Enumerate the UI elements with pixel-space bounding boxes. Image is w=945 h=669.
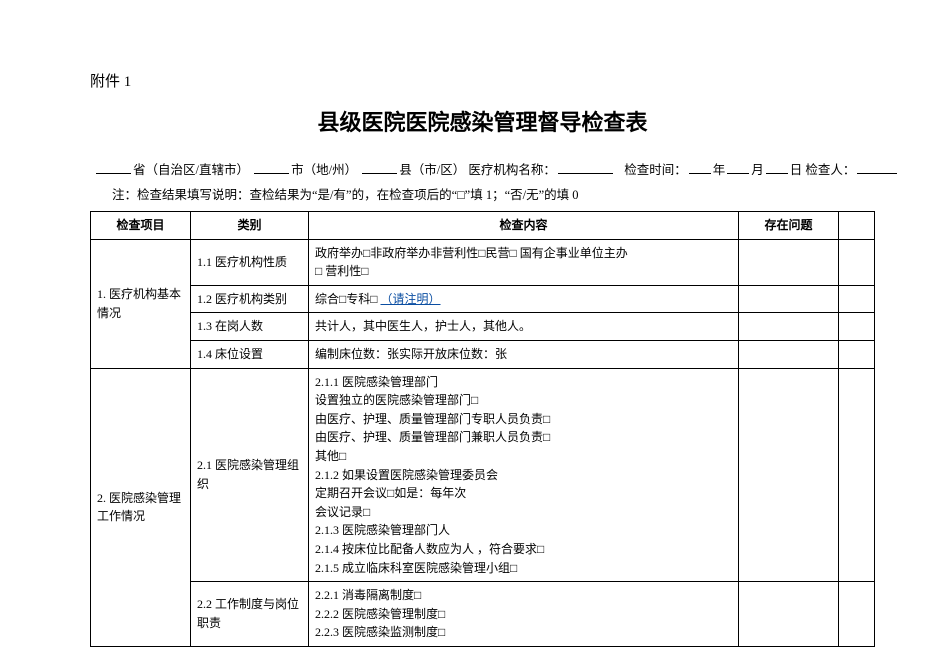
s1r1-category: 1.1 医疗机构性质: [191, 239, 309, 285]
table-row: 2.2 工作制度与岗位职责 2.2.1 消毒隔离制度□2.2.2 医院感染管理制…: [91, 582, 875, 647]
underline-checker[interactable]: [857, 160, 897, 174]
s2r1-issues[interactable]: [739, 368, 839, 582]
fill-note: 注：检查结果填写说明：查检结果为“是/有”的，在检查项后的“□”填 1；“否/无…: [112, 184, 875, 203]
header-item: 检查项目: [91, 212, 191, 240]
table-row: 1. 医疗机构基本情况 1.1 医疗机构性质 政府举办□非政府举办非营利性□民营…: [91, 239, 875, 285]
checker-label: 检查人：: [805, 163, 855, 177]
s1r2-issues[interactable]: [739, 285, 839, 313]
underline-county[interactable]: [362, 160, 397, 174]
header-content: 检查内容: [309, 212, 739, 240]
s1r4-category: 1.4 床位设置: [191, 340, 309, 368]
page-title: 县级医院医院感染管理督导检查表: [90, 105, 875, 137]
table-row: 1.4 床位设置 编制床位数：张实际开放床位数：张: [91, 340, 875, 368]
s1r3-issues[interactable]: [739, 313, 839, 341]
s2r2-category: 2.2 工作制度与岗位职责: [191, 582, 309, 647]
day-label: 日: [790, 163, 803, 177]
s2r1-content: 2.1.1 医院感染管理部门设置独立的医院感染管理部门□由医疗、护理、质量管理部…: [309, 368, 739, 582]
s1r2-text: 综合□专科□: [315, 292, 381, 306]
appendix-label: 附件 1: [90, 70, 875, 91]
s2r1-category: 2.1 医院感染管理组织: [191, 368, 309, 582]
header-issues: 存在问题: [739, 212, 839, 240]
section2-title: 2. 医院感染管理工作情况: [91, 368, 191, 646]
year-label: 年: [713, 163, 726, 177]
org-label: 医疗机构名称：: [468, 163, 556, 177]
header-blank: [839, 212, 875, 240]
s1r2-category: 1.2 医疗机构类别: [191, 285, 309, 313]
province-label: 省（自治区/直辖市）: [133, 163, 249, 177]
header-category: 类别: [191, 212, 309, 240]
s1r1-content: 政府举办□非政府举办非营利性□民营□ 国有企事业单位主办 □ 营利性□: [309, 239, 739, 285]
inspection-table: 检查项目 类别 检查内容 存在问题 1. 医疗机构基本情况 1.1 医疗机构性质…: [90, 211, 875, 647]
table-row: 1.2 医疗机构类别 综合□专科□ （请注明）: [91, 285, 875, 313]
county-label: 县（市/区）: [399, 163, 465, 177]
please-specify-link[interactable]: （请注明）: [381, 292, 441, 306]
s1r3-category: 1.3 在岗人数: [191, 313, 309, 341]
month-label: 月: [751, 163, 764, 177]
s1r4-blank[interactable]: [839, 340, 875, 368]
s1r1-issues[interactable]: [739, 239, 839, 285]
s1r1-blank[interactable]: [839, 239, 875, 285]
city-label: 市（地/州）: [291, 163, 357, 177]
s2r2-blank[interactable]: [839, 582, 875, 647]
underline-org[interactable]: [558, 160, 613, 174]
s1r2-blank[interactable]: [839, 285, 875, 313]
s1r3-content: 共计人，其中医生人，护士人，其他人。: [309, 313, 739, 341]
meta-line: 省（自治区/直辖市） 市（地/州） 县（市/区） 医疗机构名称： 检查时间： 年 月…: [94, 159, 875, 178]
time-label: 检查时间：: [624, 163, 687, 177]
s2r1-blank[interactable]: [839, 368, 875, 582]
table-row: 2. 医院感染管理工作情况 2.1 医院感染管理组织 2.1.1 医院感染管理部…: [91, 368, 875, 582]
underline-city[interactable]: [254, 160, 289, 174]
underline-province[interactable]: [96, 160, 131, 174]
section1-title: 1. 医疗机构基本情况: [91, 239, 191, 368]
s1r1-line-a: 政府举办□非政府举办非营利性□民营□ 国有企事业单位主办: [315, 246, 628, 260]
s1r2-content: 综合□专科□ （请注明）: [309, 285, 739, 313]
table-row: 1.3 在岗人数 共计人，其中医生人，护士人，其他人。: [91, 313, 875, 341]
underline-year[interactable]: [689, 160, 711, 174]
s1r4-content: 编制床位数：张实际开放床位数：张: [309, 340, 739, 368]
table-header-row: 检查项目 类别 检查内容 存在问题: [91, 212, 875, 240]
underline-day[interactable]: [766, 160, 788, 174]
s1r4-issues[interactable]: [739, 340, 839, 368]
s1r3-blank[interactable]: [839, 313, 875, 341]
s1r1-line-b: □ 营利性□: [315, 264, 369, 278]
s2r2-content: 2.2.1 消毒隔离制度□2.2.2 医院感染管理制度□2.2.3 医院感染监测…: [309, 582, 739, 647]
s2r2-issues[interactable]: [739, 582, 839, 647]
underline-month[interactable]: [727, 160, 749, 174]
page: 附件 1 县级医院医院感染管理督导检查表 省（自治区/直辖市） 市（地/州） 县…: [0, 0, 945, 669]
